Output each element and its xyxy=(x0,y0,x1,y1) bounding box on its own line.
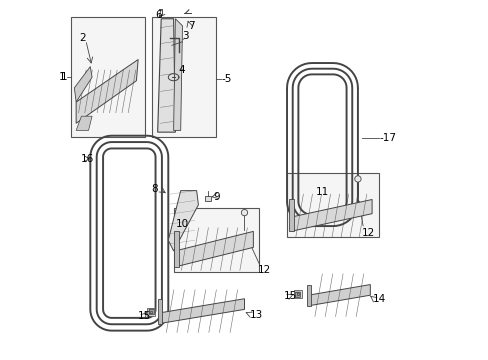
Text: 14: 14 xyxy=(372,294,385,304)
Polygon shape xyxy=(168,191,198,251)
Polygon shape xyxy=(354,176,360,182)
Text: 1: 1 xyxy=(59,72,65,82)
Polygon shape xyxy=(286,173,378,237)
Polygon shape xyxy=(157,299,162,324)
Polygon shape xyxy=(157,19,175,132)
Polygon shape xyxy=(175,231,253,267)
Text: -17: -17 xyxy=(378,133,395,143)
Text: 3: 3 xyxy=(182,31,189,41)
Text: 10: 10 xyxy=(175,219,188,229)
Text: 11: 11 xyxy=(315,188,328,197)
Text: 9: 9 xyxy=(213,192,220,202)
Bar xyxy=(148,309,153,314)
Polygon shape xyxy=(290,199,371,231)
Text: 15: 15 xyxy=(284,291,297,301)
Text: 8: 8 xyxy=(151,184,157,194)
Text: 4: 4 xyxy=(179,65,185,75)
Text: 15: 15 xyxy=(137,311,150,321)
Polygon shape xyxy=(288,199,293,231)
Bar xyxy=(147,308,155,316)
Polygon shape xyxy=(159,299,244,324)
Polygon shape xyxy=(76,59,138,123)
Text: 1: 1 xyxy=(61,72,67,82)
Polygon shape xyxy=(307,284,369,306)
Polygon shape xyxy=(74,67,92,102)
Polygon shape xyxy=(173,208,258,272)
Polygon shape xyxy=(173,231,179,267)
Bar xyxy=(293,290,301,298)
Bar xyxy=(295,292,300,297)
Bar xyxy=(204,195,211,201)
Text: 16: 16 xyxy=(81,154,94,164)
Polygon shape xyxy=(241,210,247,216)
Text: 7: 7 xyxy=(187,21,194,31)
Polygon shape xyxy=(71,17,145,138)
Polygon shape xyxy=(152,17,216,138)
Polygon shape xyxy=(173,19,182,130)
Text: 2: 2 xyxy=(80,33,86,43)
Bar xyxy=(150,311,152,313)
Bar xyxy=(296,293,298,295)
Text: 12: 12 xyxy=(258,265,271,275)
Polygon shape xyxy=(306,284,310,306)
Text: 12: 12 xyxy=(361,228,374,238)
Text: 6: 6 xyxy=(155,10,162,20)
Polygon shape xyxy=(76,116,92,130)
Text: 13: 13 xyxy=(249,310,263,320)
Text: -5: -5 xyxy=(221,74,231,84)
